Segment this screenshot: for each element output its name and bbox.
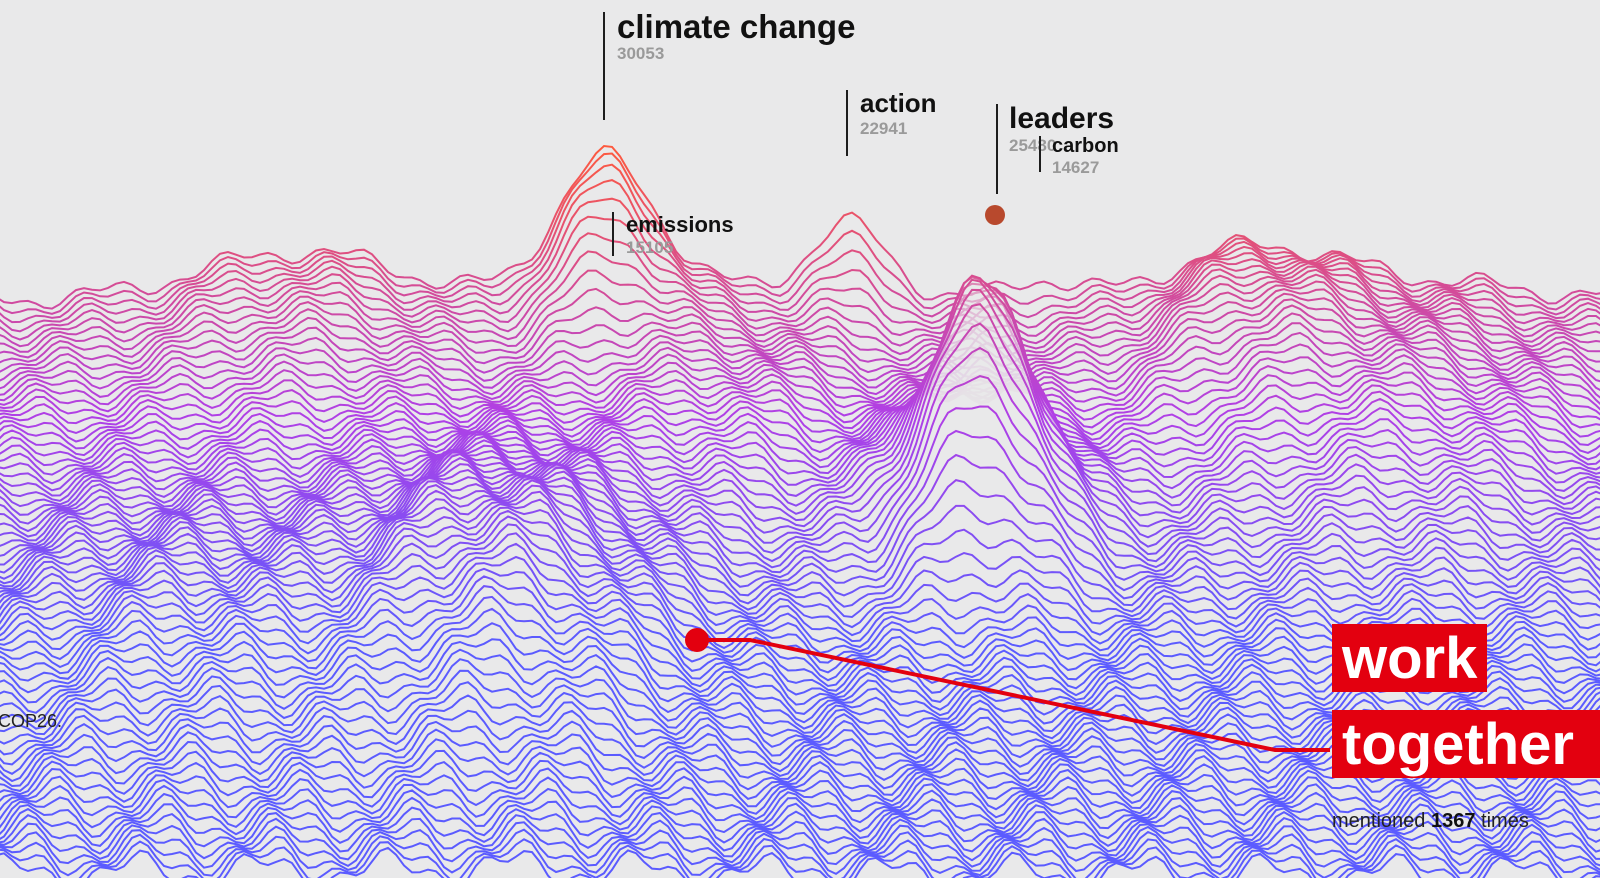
peak-term: action [860, 88, 937, 118]
peak-term: climate change [617, 8, 856, 45]
peak-count: 14627 [1052, 158, 1100, 177]
mention-text: mentioned 1367 times [1332, 810, 1529, 833]
carbon-peak-line [1039, 136, 1041, 172]
mention-suffix: times [1481, 810, 1529, 832]
left-note: COP26. [0, 711, 63, 732]
terrain-ridge-line [0, 276, 1600, 878]
peak-label-leaders[interactable]: leaders 25480 [1009, 102, 1114, 156]
mention-count: 1367 [1430, 810, 1476, 832]
terrain-ridge-line [0, 838, 1600, 878]
peak-count: 30053 [617, 44, 665, 63]
climate-change-peak-line [603, 12, 605, 120]
peak-term: emissions [626, 212, 734, 237]
leaders-peak-line [996, 104, 998, 194]
highlight-leader-line [697, 638, 1330, 752]
highlight-marker-dot [685, 628, 709, 652]
peak-count: 25480 [1009, 136, 1057, 155]
terrain-ridge-line [0, 453, 1600, 878]
terrain-ridge-line [0, 163, 1600, 878]
peak-label-carbon[interactable]: carbon 14627 [1052, 135, 1119, 178]
peak-term: leaders [1009, 102, 1115, 135]
peak-label-action[interactable]: action 22941 [860, 88, 937, 139]
terrain-ridge-line [0, 498, 1600, 878]
action-peak-line [846, 90, 848, 156]
terrain-ridge-line [0, 828, 1600, 878]
left-note-line1: COP26. [0, 711, 63, 731]
terrain-ridge-line [0, 846, 1600, 878]
highlight-term-line2: together [1332, 710, 1600, 778]
peak-count: 22941 [860, 119, 908, 138]
highlight-term-line1: work [1332, 624, 1488, 692]
peak-term: carbon [1052, 135, 1119, 157]
leaders-marker-dot [985, 205, 1005, 225]
mention-prefix: mentioned [1332, 810, 1426, 832]
peak-label-climate-change[interactable]: climate change 30053 [617, 8, 855, 64]
emissions-peak-line [612, 212, 614, 256]
peak-label-emissions[interactable]: emissions 15105 [626, 212, 734, 258]
peak-count: 15105 [626, 238, 674, 257]
